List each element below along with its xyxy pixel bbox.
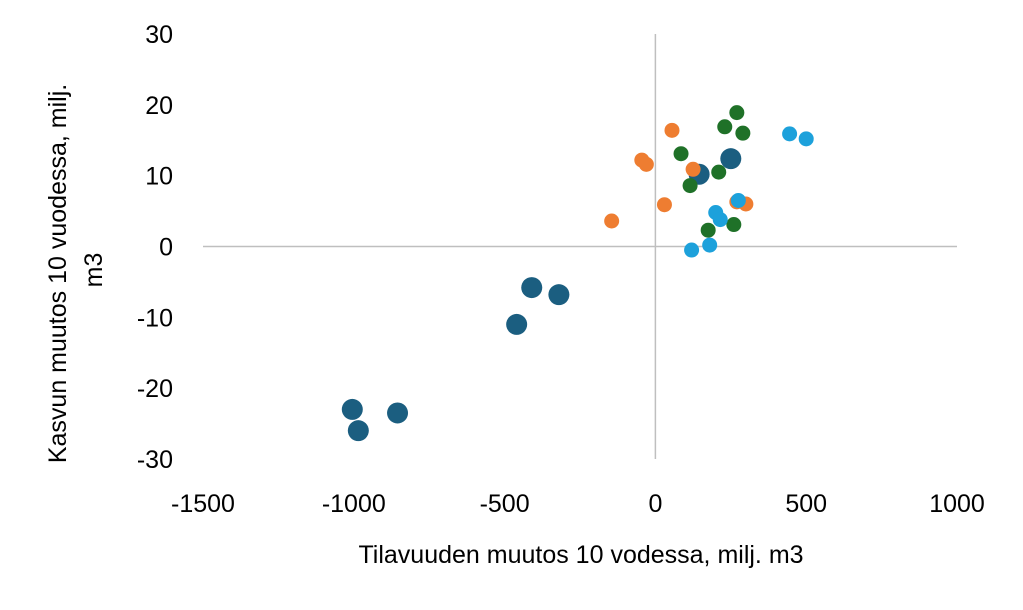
- x-tick-label: -1000: [322, 490, 386, 518]
- y-tick-label: 0: [159, 234, 173, 262]
- y-axis-title: Kasvun muutos 10 vuodessa, milj. m3: [44, 77, 108, 463]
- series-3: [673, 105, 751, 238]
- data-point: [685, 161, 701, 177]
- y-tick-label: 20: [145, 92, 173, 120]
- data-point: [711, 164, 727, 180]
- y-tick-label: 30: [145, 21, 173, 49]
- tick-labels: -1500 -1000 -500 0 500 1000 -30 -20 -10 0 10 20 30: [137, 21, 985, 518]
- data-point: [673, 146, 689, 162]
- data-point: [548, 284, 570, 306]
- x-tick-label: 0: [648, 490, 662, 518]
- axes: [203, 34, 957, 459]
- data-point: [656, 197, 672, 213]
- data-point: [604, 213, 620, 229]
- data-point: [782, 126, 798, 142]
- x-tick-label: -500: [480, 490, 530, 518]
- series-1: [341, 148, 742, 442]
- data-point: [717, 119, 733, 135]
- data-point: [387, 402, 409, 424]
- data-point: [720, 148, 742, 170]
- data-point: [684, 242, 700, 258]
- y-tick-label: 10: [145, 163, 173, 191]
- y-axis-title-line-2: m3: [80, 253, 108, 288]
- data-point: [729, 105, 745, 121]
- y-tick-label: -10: [137, 304, 173, 332]
- data-point: [702, 237, 718, 253]
- series-2: [604, 122, 754, 229]
- data-point: [506, 313, 528, 335]
- series-4: [684, 126, 814, 258]
- data-point: [735, 125, 751, 141]
- data-points: [341, 105, 814, 442]
- data-point: [521, 277, 543, 299]
- y-tick-label: -30: [137, 446, 173, 474]
- x-tick-label: -1500: [171, 490, 235, 518]
- x-tick-label: 500: [785, 490, 827, 518]
- data-point: [347, 420, 369, 442]
- data-point: [638, 156, 654, 172]
- data-point: [682, 178, 698, 194]
- data-point: [730, 192, 746, 208]
- x-axis-title: Tilavuuden muutos 10 vodessa, milj. m3: [358, 541, 803, 569]
- y-tick-label: -20: [137, 375, 173, 403]
- data-point: [341, 398, 363, 420]
- data-point: [664, 122, 680, 138]
- data-point: [700, 222, 716, 238]
- data-point: [798, 131, 814, 147]
- y-axis-title-line-1: Kasvun muutos 10 vuodessa, milj.: [44, 84, 72, 463]
- x-tick-label: 1000: [929, 490, 985, 518]
- data-point: [712, 212, 728, 228]
- data-point: [726, 217, 742, 233]
